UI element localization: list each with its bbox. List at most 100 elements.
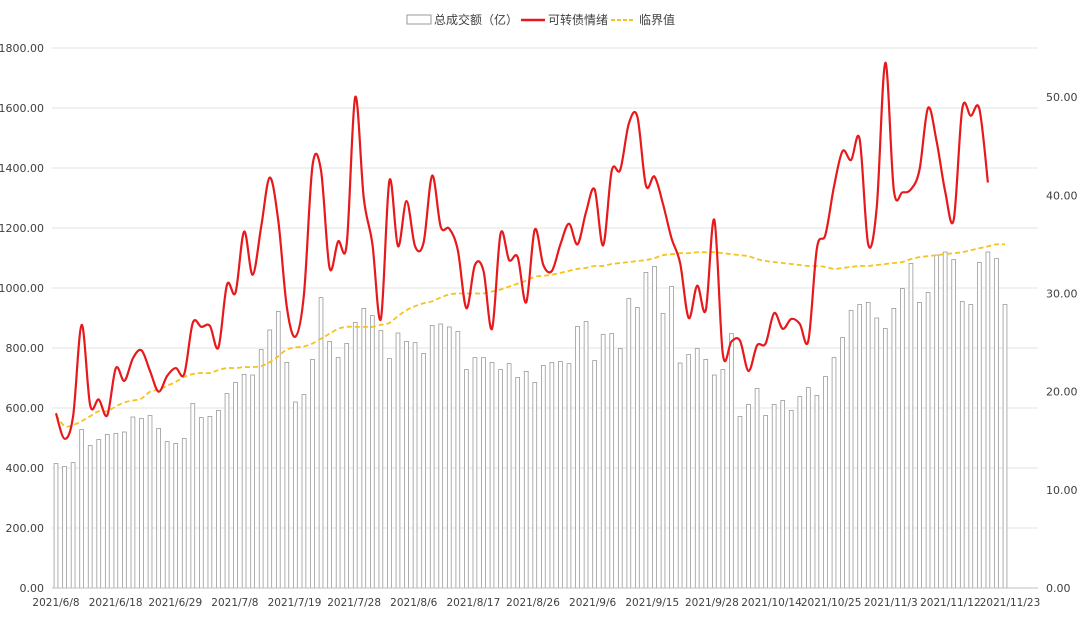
bar <box>566 363 572 589</box>
bar <box>626 298 632 589</box>
bar <box>959 301 965 589</box>
bar <box>404 340 409 589</box>
bar <box>498 369 503 589</box>
bar <box>506 363 512 589</box>
x-tick-label: 2021/11/12 <box>920 597 981 609</box>
x-tick-label: 2021/11/23 <box>980 597 1041 609</box>
bar <box>446 326 452 589</box>
bar <box>190 403 196 589</box>
bar <box>711 374 717 589</box>
bar <box>429 325 435 589</box>
bar <box>575 325 580 589</box>
bar <box>455 331 461 589</box>
bar <box>917 301 922 589</box>
bar <box>472 357 478 589</box>
bar <box>395 332 401 589</box>
x-tick-label: 2021/9/15 <box>625 597 679 609</box>
bar <box>882 328 888 589</box>
bar <box>181 438 187 589</box>
bar <box>464 369 469 589</box>
bar <box>874 317 880 589</box>
bar <box>848 310 854 589</box>
bar <box>737 415 743 589</box>
bar <box>53 463 59 589</box>
bar <box>216 409 221 589</box>
bar <box>370 315 375 589</box>
bar <box>643 271 649 589</box>
y-right-tick-label: 40.00 <box>1046 189 1078 202</box>
x-tick-label: 2021/10/25 <box>801 597 862 609</box>
line-layer <box>54 61 1006 440</box>
bar <box>746 403 751 589</box>
bar <box>335 357 341 589</box>
bar <box>199 417 204 589</box>
bar <box>361 307 367 589</box>
bar <box>113 433 119 589</box>
bar <box>310 358 315 589</box>
bar <box>62 466 67 589</box>
legend-label-bar: 总成交额（亿） <box>434 12 518 27</box>
x-tick-label: 2021/6/18 <box>89 597 143 609</box>
bar <box>780 400 786 589</box>
bar <box>327 340 332 589</box>
bar <box>609 333 615 589</box>
bar <box>703 358 709 589</box>
bar <box>421 352 426 589</box>
bar <box>968 304 974 589</box>
bar <box>617 348 623 589</box>
bar <box>934 254 939 589</box>
y-right-tick-label: 0.00 <box>1046 582 1071 595</box>
x-tick-label: 2021/11/3 <box>864 597 918 609</box>
bar <box>865 301 871 589</box>
bar <box>686 354 691 589</box>
bar <box>1002 304 1008 589</box>
legend: 总成交额（亿） 可转债情绪 临界值 <box>406 12 675 27</box>
bar <box>173 442 179 589</box>
bar <box>797 396 803 589</box>
y-right-tick-label: 10.00 <box>1046 484 1078 497</box>
bar <box>720 369 726 589</box>
bar <box>122 431 127 589</box>
bar <box>275 310 281 589</box>
bar <box>592 360 597 589</box>
bar <box>164 441 170 589</box>
bar <box>660 313 666 589</box>
bar <box>788 409 794 589</box>
bar <box>258 349 264 589</box>
bar <box>549 361 555 589</box>
bar <box>267 329 273 589</box>
bar <box>977 262 982 589</box>
bar-layer <box>53 251 1008 589</box>
bar <box>806 387 811 589</box>
bar <box>942 251 948 589</box>
y-left-tick-label: 600.00 <box>6 402 45 415</box>
bar <box>412 342 418 589</box>
x-tick-label: 2021/10/14 <box>741 597 802 609</box>
x-tick-label: 2021/6/29 <box>148 597 202 609</box>
bar <box>387 358 392 589</box>
y-left-tick-label: 800.00 <box>6 342 45 355</box>
bar <box>583 321 589 589</box>
axis-layer: 0.00 200.00 400.00 600.00 800.00 1000.00 1200.… <box>0 42 1078 609</box>
bar <box>823 376 828 589</box>
bar <box>224 393 230 589</box>
bar <box>284 361 290 589</box>
legend-label-sentiment: 可转债情绪 <box>548 12 608 27</box>
bar <box>79 429 84 589</box>
y-left-tick-label: 400.00 <box>6 462 45 475</box>
bar <box>814 394 820 589</box>
bar <box>985 251 991 589</box>
bar <box>241 373 247 589</box>
x-tick-label: 2021/6/8 <box>32 597 79 609</box>
y-left-tick-label: 1400.00 <box>0 162 44 175</box>
bar <box>318 297 324 589</box>
x-tick-label: 2021/8/17 <box>446 597 500 609</box>
bar <box>156 427 161 589</box>
bar <box>763 415 768 589</box>
bar <box>139 418 144 589</box>
x-tick-label: 2021/9/6 <box>569 597 616 609</box>
bar <box>541 364 546 589</box>
bar <box>857 304 862 589</box>
